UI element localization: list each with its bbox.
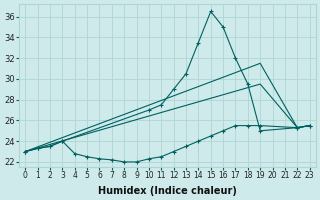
X-axis label: Humidex (Indice chaleur): Humidex (Indice chaleur) [98,186,237,196]
